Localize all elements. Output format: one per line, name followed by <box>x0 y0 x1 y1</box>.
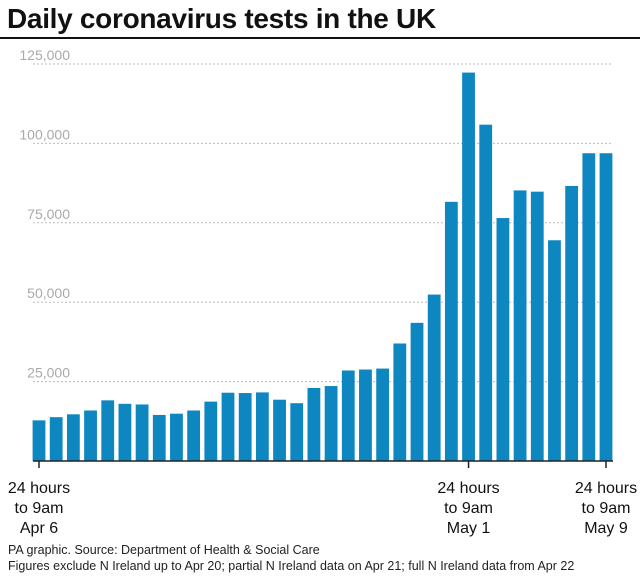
x-tick-label: 24 hours to 9am May 9 <box>575 480 637 537</box>
footnote-text: Figures exclude N Ireland up to Apr 20; … <box>8 559 575 573</box>
bar <box>393 343 407 461</box>
x-tick-label-line: to 9am <box>582 500 631 517</box>
x-tick-label-line: to 9am <box>444 500 493 517</box>
bar <box>255 392 269 461</box>
x-tick-label-line: 24 hours <box>8 480 70 497</box>
bar <box>462 72 475 462</box>
bar <box>32 420 46 461</box>
bar <box>479 124 493 462</box>
y-tick-label: 125,000 <box>19 47 70 63</box>
bar-chart: 25,000 50,000 75,000 100,000 125,000 24 hours… <box>8 47 637 537</box>
bar <box>221 392 235 461</box>
bar <box>101 400 115 461</box>
bar <box>513 190 527 462</box>
x-tick-label-line: to 9am <box>15 500 64 517</box>
bar <box>187 410 201 461</box>
y-tick-label: 75,000 <box>27 206 70 222</box>
y-tick-label: 50,000 <box>27 285 70 301</box>
bar <box>49 417 63 461</box>
bar <box>376 368 390 461</box>
bar <box>444 201 458 462</box>
y-tick-label: 25,000 <box>27 365 70 381</box>
bar <box>599 153 613 461</box>
bar <box>152 414 166 461</box>
x-tick-label-line: 24 hours <box>575 480 637 497</box>
bar <box>359 369 372 461</box>
bar <box>565 185 579 461</box>
bar <box>324 386 338 461</box>
bar <box>530 191 544 461</box>
source-text: PA graphic. Source: Department of Health… <box>8 543 320 557</box>
bar <box>496 218 510 461</box>
bar <box>427 294 441 461</box>
bar <box>204 401 218 461</box>
bar <box>273 399 286 461</box>
bar <box>66 414 80 461</box>
bar <box>135 404 149 461</box>
bar <box>84 410 97 461</box>
bar <box>410 322 424 461</box>
bar <box>290 403 304 461</box>
y-tick-label: 100,000 <box>19 126 70 142</box>
bar <box>548 240 561 461</box>
x-tick-label-line: Apr 6 <box>20 520 58 537</box>
chart-title: Daily coronavirus tests in the UK <box>7 3 436 34</box>
x-tick-label: 24 hours to 9am Apr 6 <box>8 480 70 537</box>
bar <box>238 393 252 461</box>
bar <box>118 403 132 461</box>
bar <box>582 153 596 461</box>
x-tick-label: 24 hours to 9am May 1 <box>437 480 499 537</box>
title-divider <box>0 37 640 39</box>
bar <box>170 413 183 461</box>
x-tick-label-line: May 1 <box>447 520 491 537</box>
bar <box>341 370 355 461</box>
bar <box>307 387 321 461</box>
x-tick-label-line: 24 hours <box>437 480 499 497</box>
x-tick-label-line: May 9 <box>584 520 628 537</box>
